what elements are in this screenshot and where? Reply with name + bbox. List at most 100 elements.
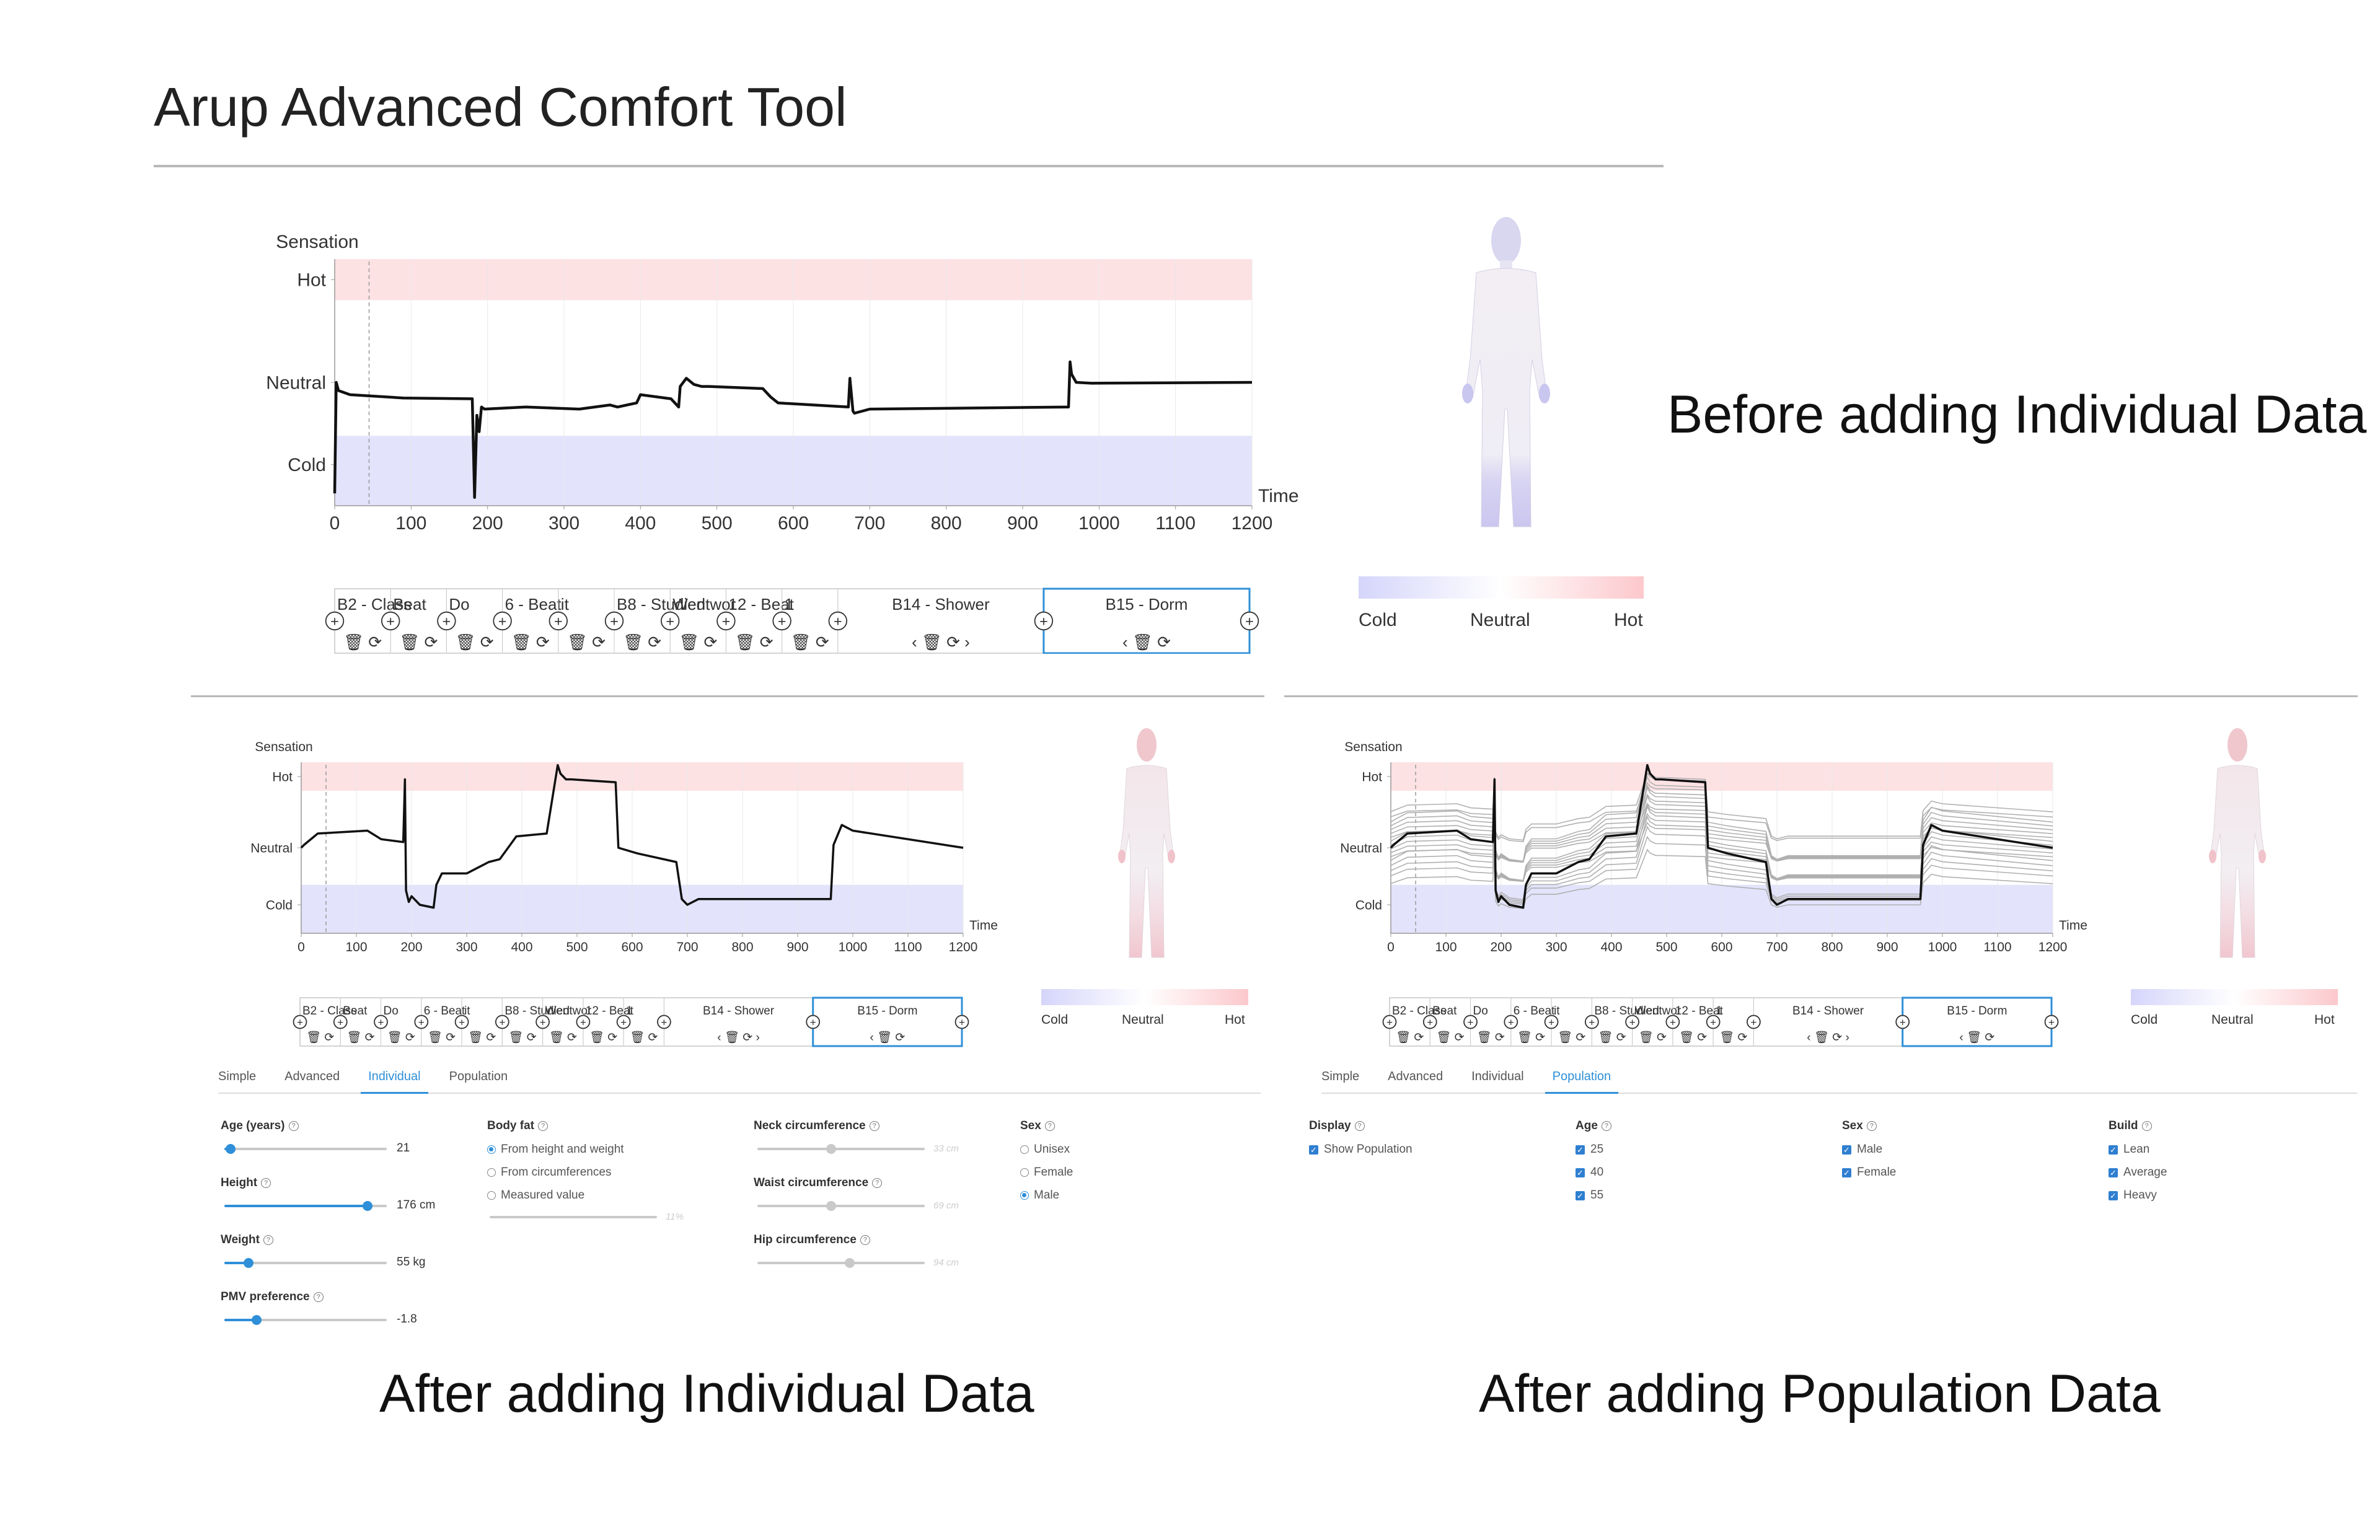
add-phase-button[interactable] <box>616 1014 631 1029</box>
sex-filter-option[interactable]: ✓ Female <box>1842 1166 1896 1179</box>
add-phase-button[interactable] <box>1463 1014 1478 1029</box>
add-phase-button[interactable] <box>716 611 736 631</box>
phase-controls-icons[interactable]: 🗑 ⟳ <box>455 633 493 651</box>
checkbox-checked[interactable]: ✓ <box>2109 1190 2118 1200</box>
add-phase-button[interactable] <box>1706 1014 1721 1029</box>
help-icon[interactable]: ? <box>313 1292 324 1302</box>
add-phase-button[interactable] <box>549 611 568 631</box>
show-population-checkbox[interactable]: ✓ Show Population <box>1309 1143 1413 1156</box>
phase-controls-icons[interactable]: 🗑 ⟳ <box>1396 1031 1424 1044</box>
add-phase-button[interactable] <box>661 611 680 631</box>
phase-controls-icons[interactable]: 🗑 ⟳ <box>1558 1031 1585 1044</box>
add-phase-button[interactable] <box>1422 1014 1437 1029</box>
phase-controls-icons[interactable]: ‹ 🗑 ⟳ <box>1959 1031 1994 1044</box>
phase-controls-icons[interactable]: 🗑 ⟳ <box>589 1031 617 1044</box>
checkbox-checked[interactable]: ✓ <box>2109 1168 2118 1177</box>
sex-filter-option[interactable]: ✓ Male <box>1842 1143 1882 1156</box>
add-phase-button[interactable] <box>1504 1014 1518 1029</box>
phase-controls-icons[interactable]: 🗑 ⟳ <box>734 633 773 651</box>
build-option[interactable]: ✓ Heavy <box>2109 1189 2157 1202</box>
help-icon[interactable]: ? <box>261 1178 271 1188</box>
phase-controls-icons[interactable]: 🗑 ⟳ <box>428 1031 456 1044</box>
body-fat-option[interactable]: Measured value <box>487 1189 584 1202</box>
checkbox-checked[interactable]: ✓ <box>1576 1168 1585 1177</box>
tab-advanced[interactable]: Advanced <box>1388 1070 1443 1083</box>
add-phase-button[interactable] <box>536 1014 550 1029</box>
help-icon[interactable]: ? <box>538 1121 548 1131</box>
phase-controls-icons[interactable]: ‹ 🗑 ⟳ <box>1122 633 1171 651</box>
phase-controls-icons[interactable]: 🗑 ⟳ <box>1679 1031 1707 1044</box>
phase-controls-icons[interactable]: 🗑 ⟳ <box>1517 1031 1545 1044</box>
add-phase-button[interactable] <box>1584 1014 1599 1029</box>
age-option[interactable]: ✓ 25 <box>1576 1143 1603 1156</box>
help-icon[interactable]: ? <box>869 1121 879 1131</box>
phase-controls-icons[interactable]: 🗑 ⟳ <box>399 633 438 651</box>
add-phase-button[interactable] <box>493 611 512 631</box>
help-icon[interactable]: ? <box>263 1235 273 1245</box>
phase-controls-icons[interactable]: ‹ 🗑 ⟳ › <box>1807 1031 1849 1044</box>
tab-individual[interactable]: Individual <box>1471 1070 1524 1083</box>
build-option[interactable]: ✓ Average <box>2109 1166 2167 1179</box>
add-phase-button[interactable] <box>1625 1014 1639 1029</box>
build-option[interactable]: ✓ Lean <box>2109 1143 2149 1156</box>
weight-slider[interactable] <box>224 1258 387 1268</box>
checkbox-checked[interactable]: ✓ <box>1842 1168 1851 1177</box>
phase-controls-icons[interactable]: 🗑 ⟳ <box>623 633 661 651</box>
slider-thumb[interactable] <box>362 1201 372 1211</box>
sex-option[interactable]: Male <box>1020 1189 1059 1202</box>
age-option[interactable]: ✓ 40 <box>1576 1166 1603 1179</box>
add-phase-button[interactable] <box>657 1014 671 1029</box>
help-icon[interactable]: ? <box>1866 1121 1877 1131</box>
tab-simple[interactable]: Simple <box>218 1070 257 1083</box>
age-option[interactable]: ✓ 55 <box>1576 1189 1603 1202</box>
phase-controls-icons[interactable]: ‹ 🗑 ⟳ <box>870 1031 905 1044</box>
phase-controls-icons[interactable]: 🗑 ⟳ <box>1477 1031 1505 1044</box>
slider-thumb[interactable] <box>226 1144 236 1154</box>
phase-controls-icons[interactable]: 🗑 ⟳ <box>1719 1031 1747 1044</box>
radio[interactable] <box>487 1191 496 1200</box>
help-icon[interactable]: ? <box>1044 1121 1055 1131</box>
phase-controls-icons[interactable]: ‹ 🗑 ⟳ › <box>717 1031 760 1044</box>
sex-option[interactable]: Unisex <box>1020 1143 1070 1156</box>
phase-controls-icons[interactable]: 🗑 ⟳ <box>567 633 606 651</box>
phase-controls-icons[interactable]: 🗑 ⟳ <box>511 633 550 651</box>
phase-controls-icons[interactable]: 🗑 ⟳ <box>508 1031 536 1044</box>
add-phase-button[interactable] <box>333 1014 348 1029</box>
tab-simple[interactable]: Simple <box>1321 1070 1360 1083</box>
phase-controls-icons[interactable]: 🗑 ⟳ <box>1639 1031 1667 1044</box>
add-phase-button[interactable] <box>293 1014 307 1029</box>
help-icon[interactable]: ? <box>1354 1121 1365 1131</box>
tab-advanced[interactable]: Advanced <box>284 1070 340 1083</box>
add-phase-button[interactable] <box>381 611 400 631</box>
add-phase-button[interactable] <box>1382 1014 1397 1029</box>
add-phase-button[interactable] <box>325 611 345 631</box>
add-phase-button[interactable] <box>576 1014 591 1029</box>
help-icon[interactable]: ? <box>288 1121 299 1131</box>
checkbox-checked[interactable]: ✓ <box>1842 1145 1851 1155</box>
body-fat-option[interactable]: From height and weight <box>487 1143 624 1156</box>
add-phase-button[interactable] <box>437 611 456 631</box>
radio-selected[interactable] <box>487 1145 496 1154</box>
phase-bar-population[interactable]: B2 - Class🗑 ⟳+Beat🗑 ⟳+Do🗑 ⟳+6 - Beat🗑 ⟳+… <box>1381 992 2075 1051</box>
phase-controls-icons[interactable]: 🗑 ⟳ <box>306 1031 334 1044</box>
add-phase-button[interactable] <box>772 611 791 631</box>
checkbox-checked[interactable]: ✓ <box>1309 1145 1318 1155</box>
phase-controls-icons[interactable]: 🗑 ⟳ <box>549 1031 577 1044</box>
add-phase-button[interactable] <box>1747 1014 1761 1029</box>
phase-controls-icons[interactable]: 🗑 ⟳ <box>791 633 829 651</box>
tab-population[interactable]: Population <box>449 1070 508 1083</box>
tab-individual[interactable]: Individual <box>361 1070 428 1094</box>
checkbox-checked[interactable]: ✓ <box>2109 1145 2118 1155</box>
slider-thumb[interactable] <box>252 1315 262 1325</box>
add-phase-button[interactable] <box>604 611 624 631</box>
sex-option[interactable]: Female <box>1020 1166 1073 1179</box>
phase-bar-before[interactable]: B2 - Class🗑 ⟳+Beat🗑 ⟳+Do🗑 ⟳+6 - Beat🗑 ⟳+… <box>322 579 1264 654</box>
body-fat-option[interactable]: From circumferences <box>487 1166 611 1179</box>
age-slider[interactable] <box>224 1144 387 1154</box>
slider-thumb[interactable] <box>244 1258 254 1268</box>
add-phase-button[interactable] <box>374 1014 388 1029</box>
radio-selected[interactable] <box>1020 1191 1029 1200</box>
add-phase-button[interactable] <box>495 1014 509 1029</box>
add-phase-button[interactable] <box>806 1014 821 1029</box>
radio[interactable] <box>487 1168 496 1177</box>
